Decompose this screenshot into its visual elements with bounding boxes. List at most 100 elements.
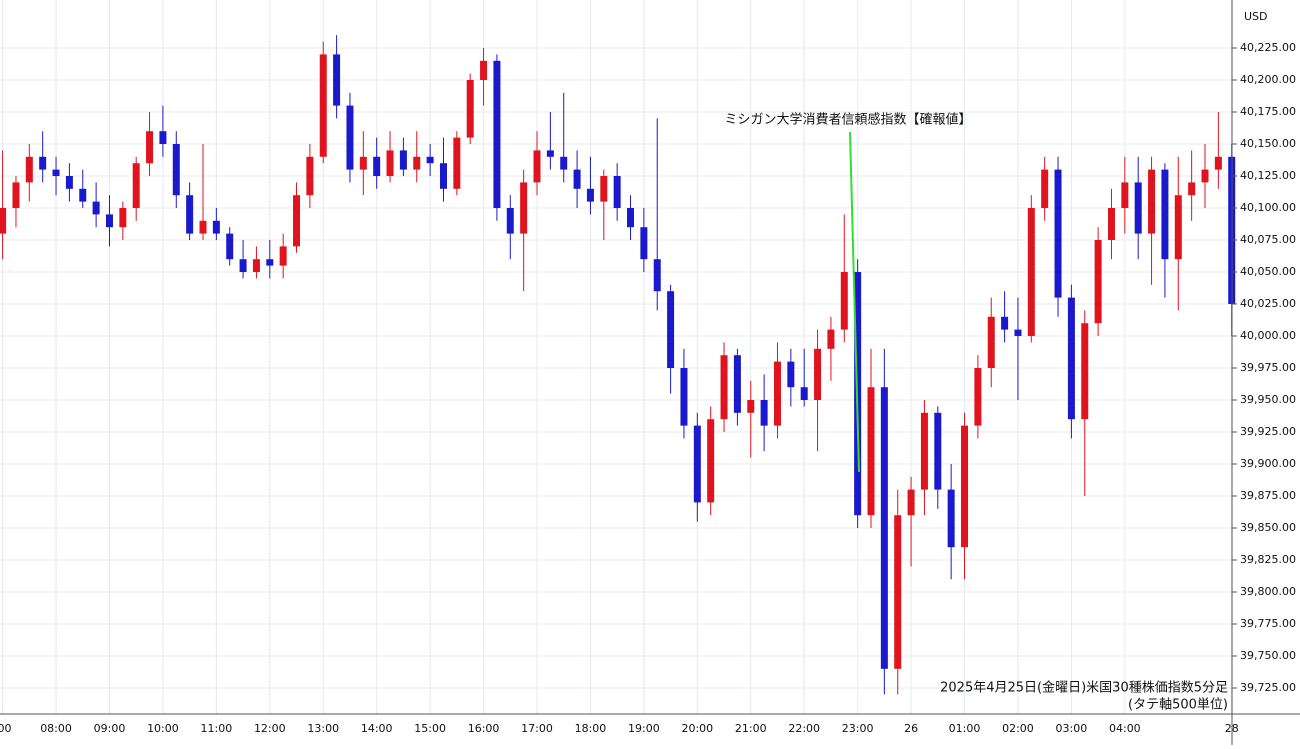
candle-body xyxy=(693,425,701,503)
candle-body xyxy=(1161,169,1169,260)
y-tick-label: 40,225.00 xyxy=(1240,41,1296,54)
candle-body xyxy=(0,208,7,234)
candle-body xyxy=(1001,316,1009,330)
candle-body xyxy=(800,387,808,401)
candle-body xyxy=(25,156,33,183)
candle-body xyxy=(894,515,902,669)
candle-body xyxy=(1148,169,1156,234)
y-tick-label: 40,025.00 xyxy=(1240,297,1296,310)
candle-body xyxy=(346,105,354,170)
candle-body xyxy=(52,169,60,177)
y-tick-label: 39,925.00 xyxy=(1240,425,1296,438)
candle-body xyxy=(266,259,274,266)
x-tick-label: 14:00 xyxy=(361,722,393,735)
candle-body xyxy=(186,195,194,234)
x-tick-label: 02:00 xyxy=(1002,722,1034,735)
candle-body xyxy=(667,291,675,369)
candle-body xyxy=(934,412,942,490)
x-tick-label: 11:00 xyxy=(201,722,233,735)
x-tick-label: 10:00 xyxy=(147,722,179,735)
candle-body xyxy=(787,361,795,388)
candle-body xyxy=(399,150,407,170)
annotation: ミシガン大学消費者信頼感指数【確報値】 xyxy=(724,112,971,128)
y-tick-label: 39,950.00 xyxy=(1240,393,1296,406)
x-tick-label: 04:00 xyxy=(1109,722,1141,735)
y-tick-label: 40,150.00 xyxy=(1240,137,1296,150)
y-tick-label: 40,125.00 xyxy=(1240,169,1296,182)
candle-body xyxy=(720,355,728,420)
candle-body xyxy=(333,54,341,106)
candle-body xyxy=(92,201,100,215)
y-tick-label: 40,050.00 xyxy=(1240,265,1296,278)
candle-body xyxy=(146,131,154,164)
candle-body xyxy=(707,419,715,503)
candle-body xyxy=(640,227,648,260)
candle-body xyxy=(974,368,982,426)
candle-body xyxy=(306,156,314,196)
x-tick-label: 18:00 xyxy=(575,722,607,735)
candle-body xyxy=(907,489,915,516)
candle-body xyxy=(827,329,835,349)
y-tick-label: 39,900.00 xyxy=(1240,457,1296,470)
candle-body xyxy=(212,220,220,234)
candle-body xyxy=(413,156,421,170)
candle-body xyxy=(319,54,327,157)
candle-body xyxy=(1081,323,1089,420)
candle-body xyxy=(773,361,781,426)
y-tick-label: 39,825.00 xyxy=(1240,553,1296,566)
candle-body xyxy=(199,220,207,234)
x-tick-label: 16:00 xyxy=(468,722,500,735)
x-tick-label: 21:00 xyxy=(735,722,767,735)
candle-body xyxy=(1121,182,1129,209)
x-tick-label: 28 xyxy=(1225,722,1239,735)
scale-note: (タテ軸500単位) xyxy=(1128,697,1228,713)
candle-body xyxy=(680,368,688,426)
y-tick-label: 39,975.00 xyxy=(1240,361,1296,374)
y-tick-label: 39,850.00 xyxy=(1240,521,1296,534)
y-tick-label: 39,775.00 xyxy=(1240,617,1296,630)
candle-body xyxy=(520,182,528,234)
candle-body xyxy=(293,195,301,247)
candle-body xyxy=(586,188,594,202)
currency: USD xyxy=(1244,10,1268,23)
candle-body xyxy=(880,387,888,669)
candle-body xyxy=(493,60,501,209)
candle-body xyxy=(79,188,87,202)
candle-body xyxy=(359,156,367,170)
candle-body xyxy=(653,259,661,292)
candle-body xyxy=(439,163,447,189)
y-tick-label: 40,200.00 xyxy=(1240,73,1296,86)
x-tick-label: 13:00 xyxy=(307,722,339,735)
candle-body xyxy=(226,233,234,260)
candle-body xyxy=(373,156,381,177)
candle-body xyxy=(867,387,875,516)
x-tick-label: 23:00 xyxy=(842,722,874,735)
candle-body xyxy=(119,208,127,228)
x-tick-label: 01:00 xyxy=(949,722,981,735)
candle-body xyxy=(466,80,474,138)
candle-body xyxy=(453,137,461,189)
candle-body xyxy=(1041,169,1049,209)
candle-body xyxy=(533,150,541,183)
candle-body xyxy=(1107,208,1115,241)
candle-body xyxy=(386,150,394,177)
candle-body xyxy=(546,150,554,157)
candle-body xyxy=(480,60,488,81)
candle-body xyxy=(1188,182,1196,196)
candle-body xyxy=(506,208,514,234)
candle-body xyxy=(239,259,247,273)
note: 2025年4月25日(金曜日)米国30種株価指数5分足 xyxy=(940,680,1228,696)
candle-body xyxy=(627,208,635,228)
y-tick-label: 39,725.00 xyxy=(1240,681,1296,694)
candle-body xyxy=(159,131,167,145)
candle-body xyxy=(39,156,47,170)
y-tick-label: 40,175.00 xyxy=(1240,105,1296,118)
candle-body xyxy=(105,214,113,228)
candle-body xyxy=(1067,297,1075,420)
x-tick-label: 22:00 xyxy=(788,722,820,735)
candle-body xyxy=(600,176,608,202)
x-tick-label: :00 xyxy=(0,722,11,735)
candle-body xyxy=(1014,329,1022,337)
x-tick-label: 20:00 xyxy=(681,722,713,735)
